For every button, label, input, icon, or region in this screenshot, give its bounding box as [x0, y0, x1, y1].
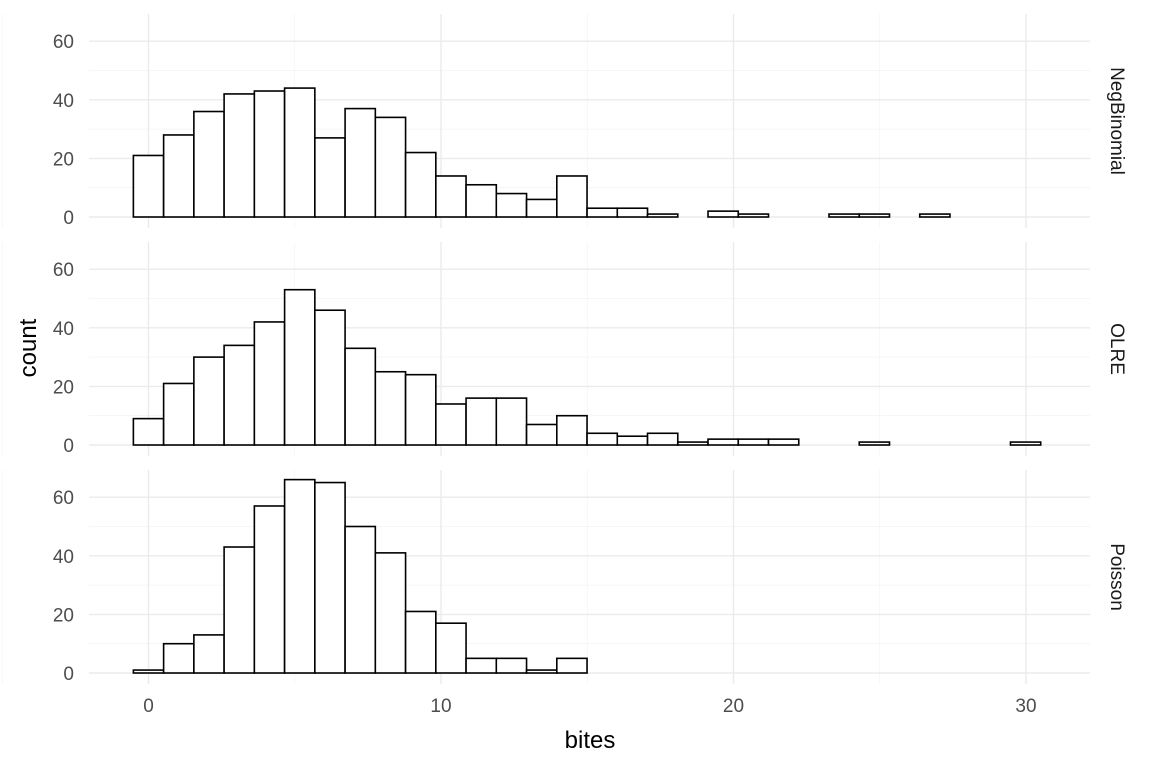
histogram-bar	[676, 441, 709, 446]
histogram-bar	[162, 382, 195, 446]
histogram-bar	[283, 288, 316, 446]
facet-panel-OLRE: 0 20 40 60 OLRE	[1, 242, 1127, 457]
histogram-bar	[162, 642, 195, 674]
histogram-bar	[374, 370, 407, 446]
histogram-bar	[495, 657, 528, 674]
histogram-bar	[555, 175, 588, 218]
histogram-bar	[555, 414, 588, 446]
y-tick-label: 60	[53, 32, 74, 53]
histogram-bar	[707, 210, 740, 218]
facet-panel-Poisson: 0 20 40 60 Poisson	[1, 470, 1127, 685]
histogram-bar	[646, 432, 679, 446]
y-tick-label: 20	[53, 149, 74, 170]
histogram-bar	[283, 87, 316, 218]
histogram-bar	[283, 478, 316, 674]
y-tick-label: 0	[63, 436, 74, 457]
y-tick-label: 20	[53, 377, 74, 398]
histogram-bar	[465, 397, 498, 446]
histogram-bar	[525, 423, 558, 446]
histogram-bar	[374, 552, 407, 674]
y-tick-label: 0	[63, 664, 74, 685]
histogram-bar	[646, 213, 679, 218]
histogram-bar	[344, 347, 377, 446]
histogram-bar	[918, 213, 951, 218]
y-tick-label: 40	[53, 547, 74, 568]
x-tick-label: 0	[143, 696, 154, 717]
facet-panels: 0 20 40 60 NegBinomial 0 20 40 60 OLRE 0 20 40 60 Pois…	[1, 14, 1127, 717]
histogram-bar	[465, 657, 498, 674]
histogram-bar	[586, 432, 619, 446]
histogram-bar	[525, 669, 558, 674]
x-tick-label: 10	[430, 696, 451, 717]
histogram-bar	[253, 321, 286, 446]
histogram-bar	[314, 481, 346, 674]
x-axis-title: bites	[565, 727, 616, 754]
facet-strip-label: Poisson	[1106, 543, 1127, 611]
y-tick-label: 0	[63, 208, 74, 229]
histogram-bar	[858, 441, 891, 446]
histogram-bar	[586, 207, 619, 218]
histogram-bar	[707, 438, 740, 446]
histogram-bar	[132, 669, 165, 674]
histogram-bar	[253, 90, 286, 218]
histogram-bar	[1009, 441, 1042, 446]
facet-panel-NegBinomial: 0 20 40 60 NegBinomial	[1, 14, 1127, 229]
histogram-bar	[193, 356, 225, 446]
histogram-bar	[858, 213, 891, 218]
histogram-bar	[737, 213, 770, 218]
histogram-bar	[404, 151, 437, 218]
histogram-bar	[193, 634, 225, 674]
histogram-bar	[223, 546, 256, 674]
histogram-bar	[344, 525, 377, 674]
histogram-bar	[193, 110, 225, 218]
histogram-bar	[616, 207, 649, 218]
facet-strip-label: OLRE	[1106, 323, 1127, 375]
histogram-bar	[162, 134, 195, 218]
histogram-bar	[223, 93, 256, 218]
histogram-bar	[253, 505, 286, 674]
histogram-bar	[525, 198, 558, 218]
histogram-bar	[495, 397, 528, 446]
histogram-bar	[344, 107, 377, 218]
histogram-bar	[555, 657, 588, 674]
histogram-bar	[374, 116, 407, 218]
histogram-bar	[404, 610, 437, 674]
histogram-bar	[314, 309, 346, 446]
y-tick-label: 40	[53, 91, 74, 112]
histogram-bar	[435, 175, 467, 218]
y-tick-label: 60	[53, 488, 74, 509]
x-tick-label: 20	[723, 696, 744, 717]
histogram-bar	[616, 435, 649, 446]
histogram-bar	[495, 192, 528, 218]
y-tick-label: 20	[53, 605, 74, 626]
histogram-bar	[404, 373, 437, 446]
histogram-bar	[737, 438, 770, 446]
histogram-bar	[828, 213, 861, 218]
histogram-bar	[435, 403, 467, 446]
histogram-bar	[132, 417, 165, 446]
y-tick-label: 60	[53, 260, 74, 281]
y-tick-label: 40	[53, 319, 74, 340]
histogram-bar	[435, 622, 467, 674]
y-axis-title: count	[15, 318, 42, 377]
histogram-bar	[767, 438, 800, 446]
facet-strip-label: NegBinomial	[1106, 67, 1127, 175]
x-tick-label: 30	[1015, 696, 1036, 717]
histogram-bar	[465, 183, 498, 218]
histogram-bar	[314, 137, 346, 218]
histogram-bar	[223, 344, 256, 446]
histogram-bar	[132, 154, 165, 218]
